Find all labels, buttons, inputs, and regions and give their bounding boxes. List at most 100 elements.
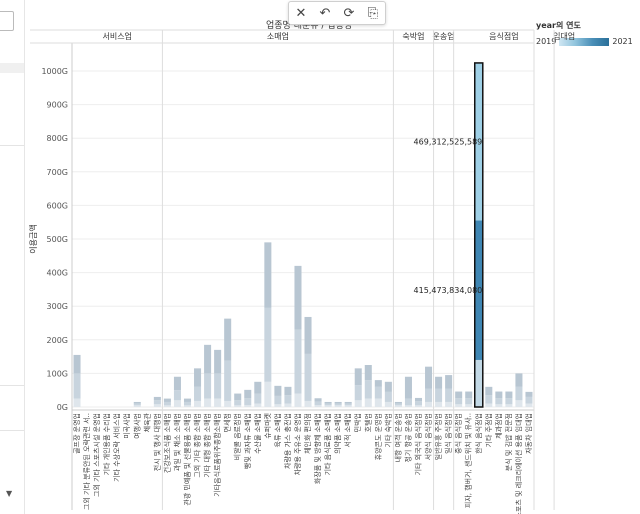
group-header: 서비스업: [102, 32, 131, 41]
x-tick-label: 휴양콘도 운영업: [373, 413, 382, 460]
bar-segment: [414, 401, 423, 406]
x-tick-label: 기타 개인용품 수리업: [102, 413, 111, 475]
bar-segment: [505, 404, 513, 407]
bar-segment: [73, 398, 81, 407]
bar-segment: [274, 385, 282, 396]
bar-segment: [354, 400, 362, 407]
y-tick-label: 900G: [47, 101, 68, 110]
redo-icon[interactable]: ⟳: [343, 5, 355, 21]
bar-segment: [153, 396, 161, 401]
x-tick-label: 호텔업: [364, 413, 372, 432]
bar-segment: [445, 388, 453, 402]
left-panel-strip: ▼: [0, 0, 25, 514]
bar-segment: [163, 405, 171, 407]
bar-segment: [284, 395, 292, 404]
y-tick-label: 200G: [47, 336, 68, 345]
bar-segment: [254, 393, 262, 404]
bar-segment: [224, 318, 232, 361]
bar-segment: [204, 373, 212, 399]
bar-segment: [73, 354, 81, 374]
bar-segment: [425, 388, 433, 402]
divider: [0, 145, 24, 146]
bar-segment: [254, 381, 262, 394]
bar-segment: [384, 391, 392, 402]
bar-segment: [153, 404, 161, 407]
bar-segment: [294, 265, 302, 330]
bar-segment: [485, 395, 493, 404]
chevron-down-icon[interactable]: ▼: [6, 489, 13, 498]
y-tick-label: 800G: [47, 134, 68, 143]
chart-title: 업종명 대분류 / 업종명: [266, 21, 353, 31]
bar-segment: [495, 391, 503, 399]
bar-segment: [515, 400, 523, 407]
bar-segment: [244, 404, 252, 407]
bar-segment: [324, 405, 332, 407]
x-tick-label: 정기 항공 운송업: [403, 413, 412, 463]
bar-segment: [204, 344, 212, 374]
bar-segment: [284, 403, 292, 407]
bar-segment: [485, 386, 493, 396]
x-tick-label: 기타 주점업: [484, 413, 493, 447]
x-tick-label: 차량용 가스 충전업: [283, 413, 292, 469]
bar-segment: [224, 400, 232, 407]
x-tick-label: 일반유흥 주점업: [434, 413, 443, 460]
bar-segment: [324, 401, 332, 404]
y-axis-label: 이용금액: [28, 224, 38, 253]
x-tick-label: 서적 소매업: [343, 413, 352, 447]
export-icon[interactable]: ⎘: [367, 5, 379, 21]
x-tick-label: 한식 음식점업: [474, 413, 483, 454]
bar-segment: [204, 398, 212, 407]
x-tick-label: 빵및 과자류 소매업: [243, 413, 252, 469]
group-header: 음식점업: [489, 31, 518, 41]
x-tick-label: 차량용 주유소 운영업: [293, 413, 302, 475]
filter-checkbox[interactable]: [0, 11, 14, 31]
bar-segment: [244, 389, 252, 399]
x-tick-label: 체육관: [142, 412, 151, 432]
bar-segment: [214, 349, 222, 374]
bar-segment: [505, 398, 513, 405]
bar-segment: [173, 390, 181, 401]
bar-segment: [414, 405, 423, 407]
bar-segment: [183, 401, 192, 406]
y-tick-label: 600G: [47, 201, 68, 210]
x-tick-label: 분식 및 김밥 전문점: [504, 413, 513, 471]
bar-segment: [304, 400, 312, 407]
bar-segment: [425, 366, 433, 389]
legend: year의 연도 2019 2021: [536, 20, 636, 46]
bar-segment: [163, 398, 171, 402]
bar-segment: [334, 405, 342, 407]
x-tick-label: 그외 기타 분류안된 오락관련 서..: [82, 413, 91, 510]
x-tick-label: 미곡사업: [122, 413, 131, 439]
bar-segment: [294, 329, 302, 394]
bar-segment: [183, 398, 192, 402]
bar-segment: [133, 405, 141, 407]
bar-segment: [264, 381, 272, 407]
x-tick-label: 관광 민예품 및 선물용품 소매업: [183, 413, 192, 506]
bar-segment: [133, 401, 141, 404]
y-tick-label: 700G: [47, 168, 68, 177]
bar-segment: [384, 381, 392, 392]
close-icon[interactable]: ✕: [295, 5, 307, 21]
x-tick-label: 그외 기타 종합 소매업: [193, 413, 202, 478]
bar-segment: [234, 405, 242, 407]
bar-segment: [214, 373, 222, 399]
bar-segment: [314, 404, 322, 407]
x-tick-label: 피자, 햄버거, 샌드위치 및 유사..: [464, 413, 473, 508]
bar-segment: [465, 404, 473, 407]
bar-segment: [465, 391, 473, 399]
undo-icon[interactable]: ↶: [319, 5, 331, 21]
bar-segment: [525, 403, 533, 407]
x-tick-label: 여행사업: [132, 413, 141, 439]
x-tick-label: 제과점업: [494, 413, 503, 439]
bar-segment: [404, 398, 412, 406]
bar-segment: [364, 365, 372, 381]
bar-segment: [505, 391, 513, 399]
x-tick-label: 자동차 임대업: [524, 413, 533, 454]
bar-segment: [304, 353, 312, 401]
bar-segment: [475, 62, 483, 221]
bar-segment: [525, 396, 533, 404]
selected-bar-outline: [473, 62, 484, 408]
y-tick-label: 1000G: [41, 67, 68, 76]
bar-segment: [324, 403, 332, 406]
